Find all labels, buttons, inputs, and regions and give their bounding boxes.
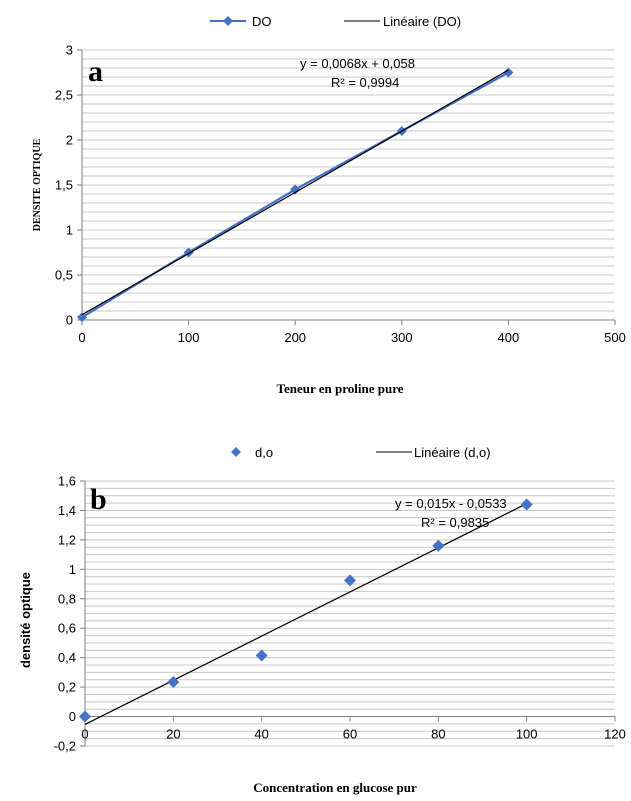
b-data-point	[167, 675, 180, 688]
a-y-tick-label: 1,5	[55, 178, 73, 193]
chart-a-panel-label: a	[88, 55, 103, 88]
a-y-tick-label: 2,5	[55, 88, 73, 103]
chart-b-legend-series-label: d,o	[255, 445, 273, 460]
chart-a-legend-series-marker	[223, 16, 233, 26]
a-series-line	[81, 71, 509, 319]
a-x-tick-label: 500	[604, 330, 626, 345]
chart-b-axes	[80, 480, 616, 747]
b-data-point	[79, 710, 91, 723]
b-data-point	[344, 574, 356, 587]
b-y-tick-label: 1,2	[58, 532, 76, 547]
a-x-tick-label: 0	[78, 330, 85, 345]
chart-a-trendline-group	[81, 69, 509, 316]
chart-b-trendline-group	[84, 503, 527, 725]
b-x-tick-label: 20	[166, 727, 180, 742]
a-trendline	[81, 69, 509, 316]
chart-b-y-axis-title: densité optique	[18, 572, 33, 668]
chart-b-gridlines	[85, 480, 615, 747]
b-y-tick-label: 1,6	[58, 474, 76, 489]
a-x-tick-label: 400	[498, 330, 520, 345]
chart-a-y-tick-labels: 0 0,5 1 1,5 2 2,5 3	[55, 43, 73, 328]
chart-b-x-axis-title: Concentration en glucose pur	[253, 780, 417, 795]
b-y-tick-label: 0,8	[58, 591, 76, 606]
b-data-point	[432, 539, 445, 552]
b-y-tick-label: 1,4	[58, 503, 76, 518]
chart-a-axes	[77, 49, 616, 325]
b-trendline	[84, 503, 527, 725]
chart-a-x-axis-title: Teneur en proline pure	[276, 381, 403, 396]
chart-b-series	[79, 498, 533, 723]
b-x-tick-label: 120	[604, 727, 626, 742]
a-y-tick-label: 2	[66, 133, 73, 148]
chart-b-r-squared: R² = 0,9835	[421, 515, 489, 530]
a-data-point	[503, 67, 514, 78]
chart-b-x-tick-labels: 0 20 40 60 80 100 120	[81, 727, 625, 742]
chart-a-y-axis-title: DENSITE OPTIQUE	[32, 138, 43, 231]
b-x-tick-label: 60	[343, 727, 357, 742]
b-data-point	[255, 649, 268, 662]
b-y-tick-label: -0,2	[54, 739, 76, 754]
a-x-tick-label: 300	[391, 330, 413, 345]
chart-a-legend-trend-label: Linéaire (DO)	[383, 14, 461, 29]
b-y-tick-label: 0	[69, 709, 76, 724]
chart-b-panel-label: b	[90, 483, 107, 516]
b-y-tick-label: 0,2	[58, 680, 76, 695]
b-y-tick-label: 0,6	[58, 621, 76, 636]
b-x-tick-label: 100	[516, 727, 538, 742]
chart-a-legend-series-label: DO	[252, 14, 272, 29]
chart-a-x-tick-labels: 0 100 200 300 400 500	[78, 330, 625, 345]
a-y-tick-label: 0,5	[55, 268, 73, 283]
b-data-point	[520, 498, 533, 511]
chart-a-r-squared: R² = 0,9994	[331, 75, 399, 90]
chart-b-legend-trend-label: Linéaire (d,o)	[414, 445, 491, 460]
chart-a: 0 0,5 1 1,5 2 2,5 3 0 100 200 300 400 500 DO Linéai…	[32, 14, 626, 396]
a-y-tick-label: 3	[66, 43, 73, 58]
chart-b-y-tick-labels: -0,2 0 0,2 0,4 0,6 0,8 1 1,2 1,4 1,6	[54, 474, 76, 754]
a-data-point	[77, 312, 87, 323]
b-x-tick-label: 80	[431, 727, 445, 742]
a-y-tick-label: 1	[66, 223, 73, 238]
chart-a-legend: DO Linéaire (DO)	[210, 14, 461, 29]
b-y-tick-label: 0,4	[58, 650, 76, 665]
chart-b: -0,2 0 0,2 0,4 0,6 0,8 1 1,2 1,4 1,6 0 20 40 60 80 100…	[18, 445, 626, 795]
chart-b-legend-series-marker	[231, 447, 241, 457]
a-x-tick-label: 100	[178, 330, 200, 345]
chart-a-equation: y = 0,0068x + 0,058	[300, 56, 415, 71]
chart-a-gridlines	[82, 49, 615, 321]
a-y-tick-label: 0	[66, 313, 73, 328]
a-data-point	[290, 184, 301, 195]
b-y-tick-label: 1	[69, 562, 76, 577]
chart-b-equation: y = 0,015x - 0,0533	[395, 496, 507, 511]
a-x-tick-label: 200	[284, 330, 306, 345]
chart-b-legend: d,o Linéaire (d,o)	[231, 445, 491, 460]
b-x-tick-label: 0	[81, 727, 88, 742]
b-x-tick-label: 40	[254, 727, 268, 742]
